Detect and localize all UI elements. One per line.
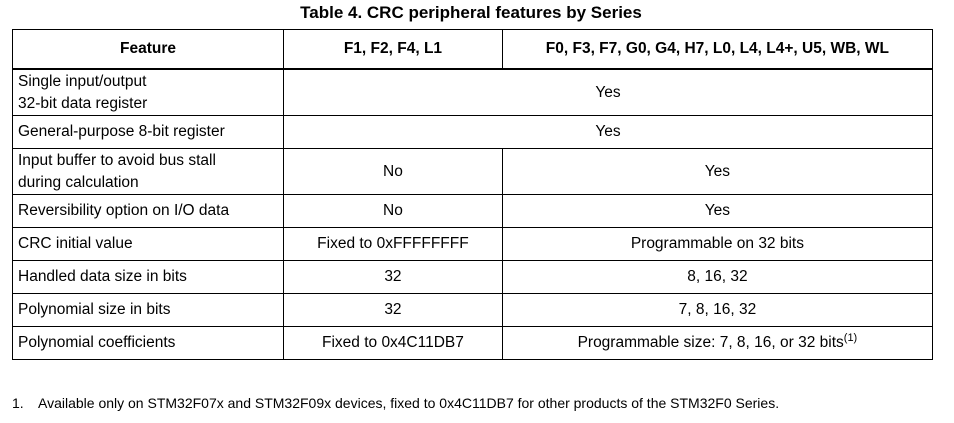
- merged-value-cell: Yes: [283, 68, 933, 116]
- table-caption: Table 4. CRC peripheral features by Seri…: [300, 3, 642, 22]
- header-series-group-1: F1, F2, F4, L1: [283, 29, 503, 70]
- footnote: 1. Available only on STM32F07x and STM32F…: [12, 394, 779, 412]
- table-row: General-purpose 8-bit register Yes: [11, 115, 933, 149]
- header-series-group-2: F0, F3, F7, G0, G4, H7, L0, L4, L4+, U5,…: [501, 29, 934, 70]
- table-row: Handled data size in bits 32 8, 16, 32: [11, 260, 934, 294]
- value-cell-group-2: 8, 16, 32: [501, 260, 934, 294]
- table-row: Reversibility option on I/O data No Yes: [11, 194, 934, 228]
- value-cell-group-1: 32: [283, 260, 503, 294]
- table-row: Input buffer to avoid bus stall during ca…: [11, 148, 934, 195]
- feature-cell: Single input/output 32-bit data register: [11, 68, 285, 116]
- table-header-row: Feature F1, F2, F4, L1 F0, F3, F7, G0, G…: [11, 29, 934, 70]
- feature-line: 32-bit data register: [18, 94, 148, 112]
- feature-line: Single input/output: [18, 72, 147, 90]
- value-cell-group-2: Programmable on 32 bits: [501, 227, 934, 261]
- table-row: CRC initial value Fixed to 0xFFFFFFFF Pr…: [11, 227, 934, 261]
- value-cell-group-2: Yes: [501, 194, 934, 228]
- footnote-number: 1.: [12, 395, 24, 411]
- feature-cell: CRC initial value: [11, 227, 285, 261]
- merged-value-cell: Yes: [283, 115, 933, 149]
- value-cell-group-1: 32: [283, 293, 503, 327]
- feature-cell: Polynomial coefficients: [11, 326, 285, 360]
- feature-cell: Reversibility option on I/O data: [11, 194, 285, 228]
- feature-cell: General-purpose 8-bit register: [11, 115, 285, 149]
- header-feature: Feature: [11, 29, 285, 70]
- table-row: Polynomial coefficients Fixed to 0x4C11D…: [11, 326, 934, 360]
- crc-features-table: Feature F1, F2, F4, L1 F0, F3, F7, G0, G…: [11, 29, 934, 360]
- feature-line: Input buffer to avoid bus stall: [18, 151, 216, 169]
- value-cell-group-1: No: [283, 194, 503, 228]
- value-text: Programmable size: 7, 8, 16, or 32 bits: [577, 334, 844, 351]
- feature-cell: Polynomial size in bits: [11, 293, 285, 327]
- value-cell-group-2: Yes: [501, 148, 934, 195]
- footnote-reference: (1): [843, 331, 858, 344]
- value-cell-group-1: No: [283, 148, 503, 195]
- feature-cell: Handled data size in bits: [11, 260, 285, 294]
- feature-line: during calculation: [18, 173, 139, 191]
- value-cell-group-2: 7, 8, 16, 32: [501, 293, 934, 327]
- value-cell-group-1: Fixed to 0x4C11DB7: [283, 326, 503, 360]
- table-row: Single input/output 32-bit data register …: [11, 68, 933, 116]
- value-cell-group-2: Programmable size: 7, 8, 16, or 32 bits(…: [501, 326, 934, 360]
- footnote-text: Available only on STM32F07x and STM32F09…: [38, 395, 780, 411]
- table-row: Polynomial size in bits 32 7, 8, 16, 32: [11, 293, 934, 327]
- value-cell-group-1: Fixed to 0xFFFFFFFF: [283, 227, 503, 261]
- feature-cell: Input buffer to avoid bus stall during ca…: [11, 148, 285, 195]
